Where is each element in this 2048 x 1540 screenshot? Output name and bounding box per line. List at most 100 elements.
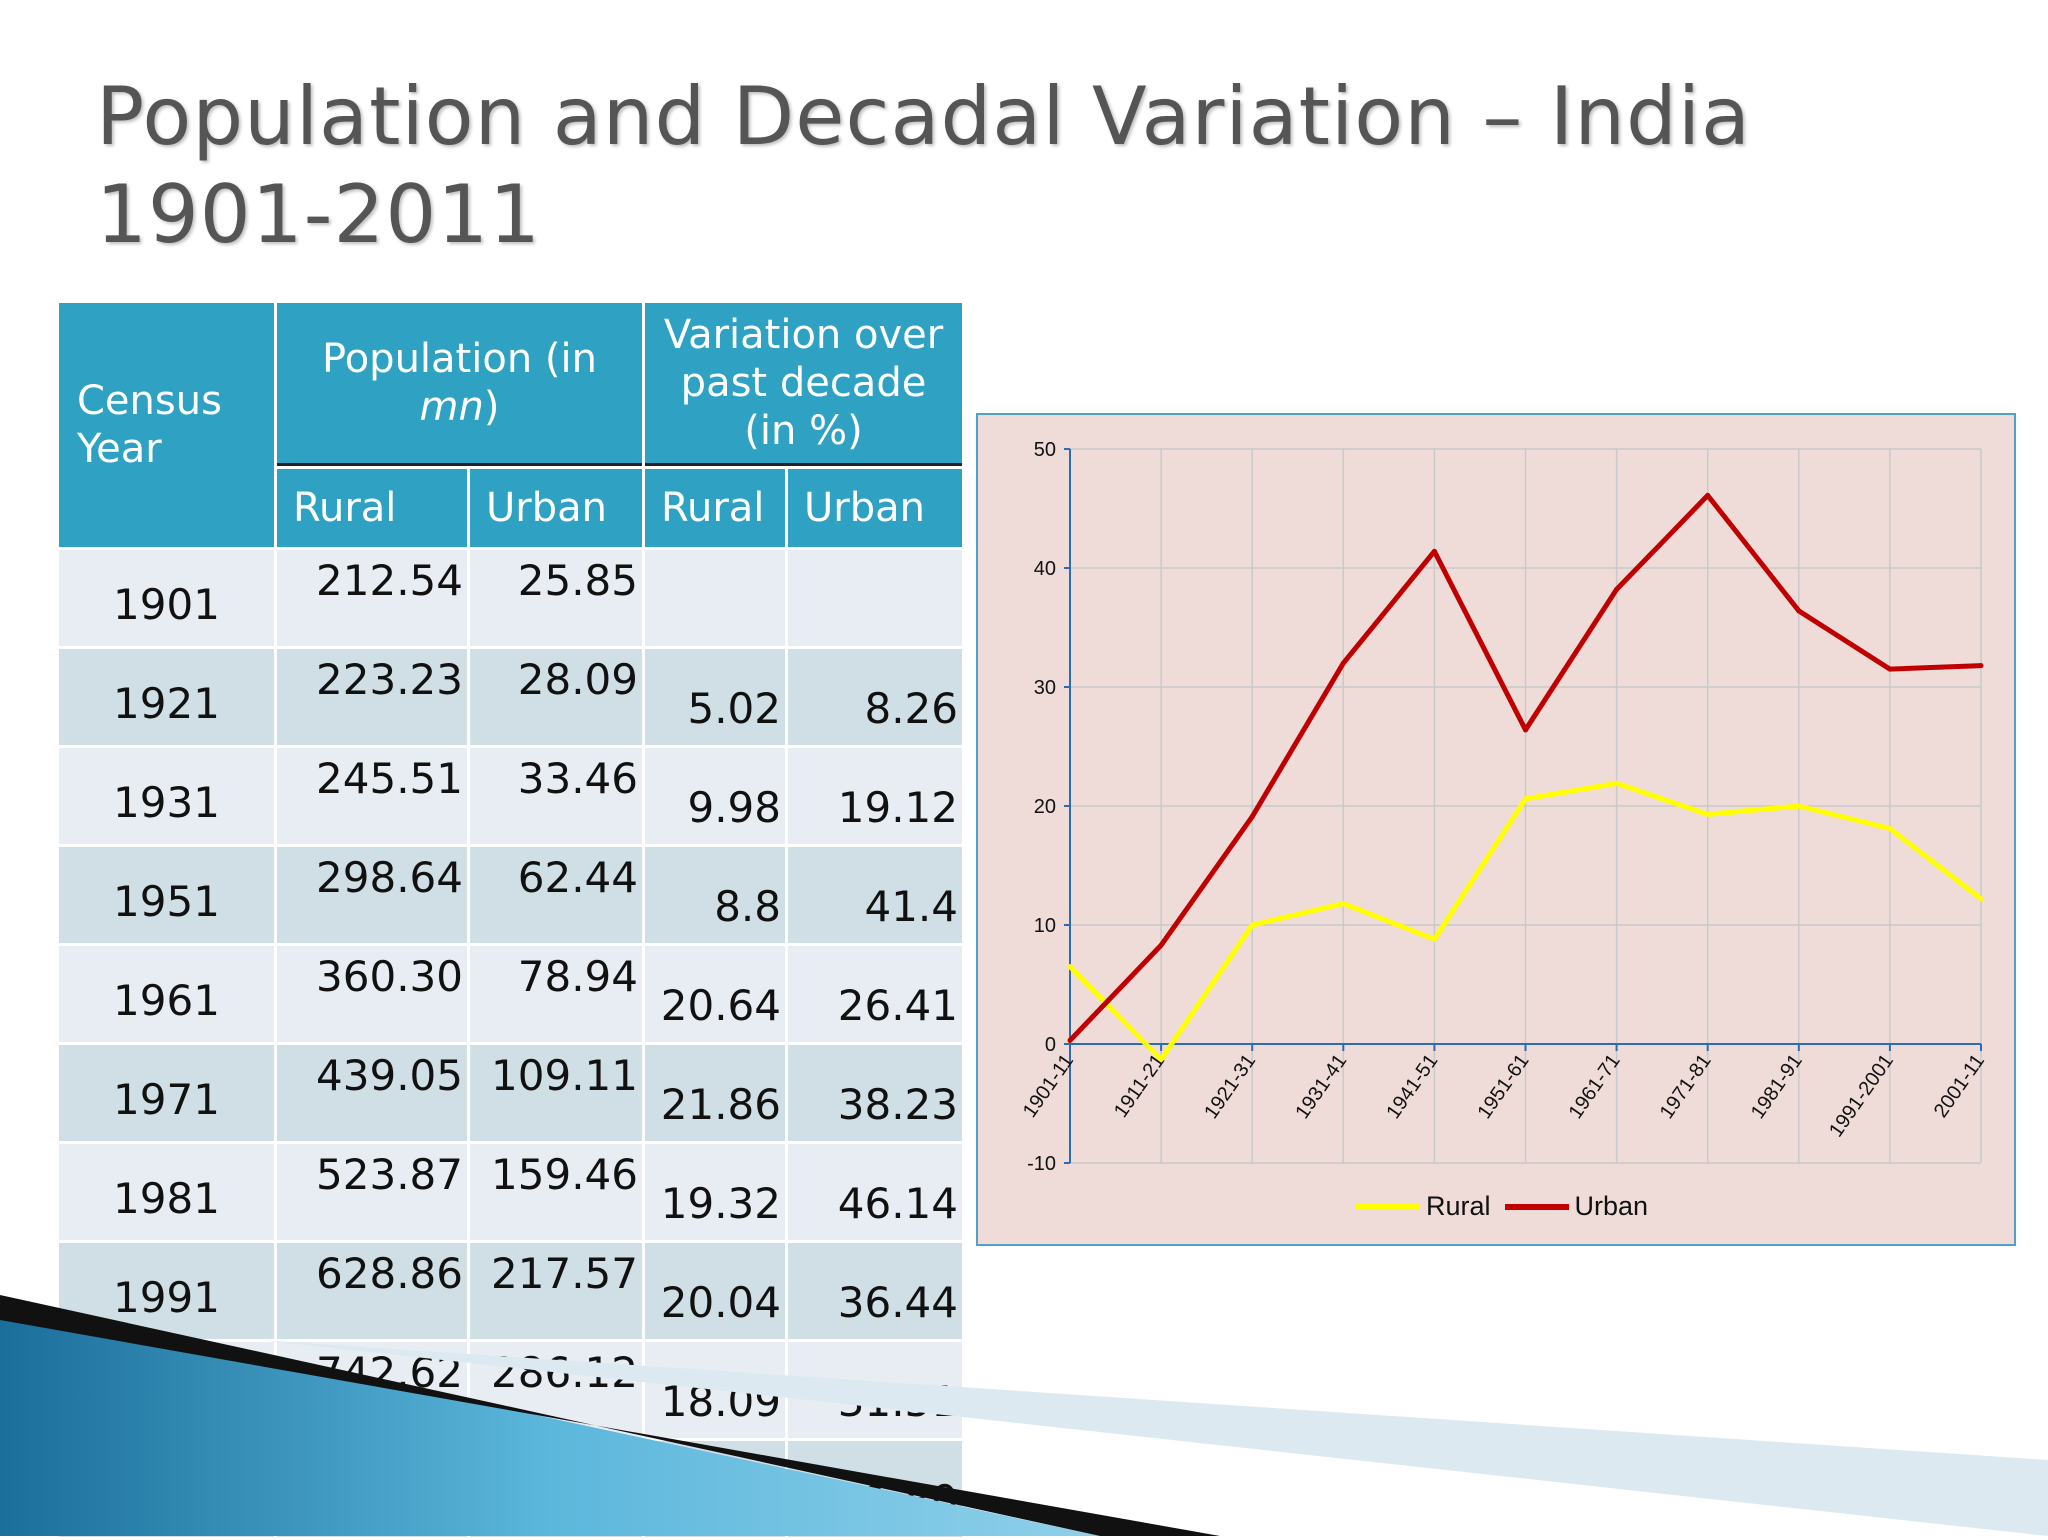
data-point-rural	[1249, 922, 1255, 928]
cell-rural-population: 360.30	[277, 946, 467, 1042]
header-population-close: )	[483, 384, 500, 430]
cell-rural-variation: 8.8	[645, 847, 785, 943]
data-point-rural	[1067, 964, 1073, 970]
data-point-urban	[1249, 814, 1255, 820]
legend-label-rural: Rural	[1426, 1191, 1491, 1221]
subheader-urban-variation: Urban	[788, 469, 962, 547]
table-row: 1971 439.05 109.11 21.86 38.23	[59, 1045, 962, 1141]
header-census-label: Census Year	[77, 378, 222, 472]
slide-decoration	[0, 1295, 2048, 1536]
data-point-urban	[1067, 1037, 1073, 1043]
data-point-urban	[1887, 666, 1893, 672]
header-population-label: Population (in	[322, 336, 597, 382]
data-point-rural	[1978, 896, 1984, 902]
variation-chart: -10 0 10 20 30 40 50 1901-11 1911-21 1921-31 1931-…	[976, 413, 2016, 1246]
data-point-rural	[1158, 1056, 1164, 1062]
cell-urban-variation: 19.12	[788, 748, 962, 844]
header-population: Population (in mn)	[277, 303, 642, 466]
y-tick-label: 20	[1034, 796, 1056, 818]
table-row: 1981 523.87 159.46 19.32 46.14	[59, 1144, 962, 1240]
legend-label-urban: Urban	[1574, 1191, 1649, 1221]
cell-urban-variation: 46.14	[788, 1144, 962, 1240]
cell-urban-variation: 41.4	[788, 847, 962, 943]
header-variation: Variation over past decade (in %)	[645, 303, 962, 466]
cell-urban-population: 25.85	[470, 550, 642, 646]
y-tick-label: 0	[1045, 1034, 1056, 1056]
y-tick-label: 40	[1034, 558, 1056, 580]
header-variation-line-1: Variation over	[663, 312, 944, 358]
cell-urban-population: 33.46	[470, 748, 642, 844]
table-row: 1931 245.51 33.46 9.98 19.12	[59, 748, 962, 844]
data-point-urban	[1340, 660, 1346, 666]
table-body: 1901 212.54 25.85 1921 223.23 28.09 5.02 8.26 19…	[59, 550, 962, 1537]
data-point-urban	[1705, 492, 1711, 498]
y-tick-label: -10	[1027, 1153, 1056, 1175]
cell-urban-variation: 8.26	[788, 649, 962, 745]
cell-rural-variation: 20.64	[645, 946, 785, 1042]
cell-rural-population: 298.64	[277, 847, 467, 943]
cell-year: 1971	[59, 1045, 274, 1141]
legend-swatch-rural	[1356, 1203, 1420, 1210]
header-census-year: Census Year	[59, 303, 274, 547]
cell-year: 1981	[59, 1144, 274, 1240]
census-table: Census Year Population (in mn) Variation…	[56, 300, 965, 1540]
data-point-rural	[1705, 811, 1711, 817]
cell-urban-population: 109.11	[470, 1045, 642, 1141]
cell-rural-population: 245.51	[277, 748, 467, 844]
data-point-urban	[1796, 608, 1802, 614]
cell-rural-population: 212.54	[277, 550, 467, 646]
cell-urban-variation: 36.44	[788, 1243, 962, 1339]
cell-rural-variation: 9.98	[645, 748, 785, 844]
legend-item-rural: Rural	[1356, 1191, 1491, 1222]
cell-urban-population: 62.44	[470, 847, 642, 943]
cell-urban-variation: 38.23	[788, 1045, 962, 1141]
y-tick-label: 50	[1034, 439, 1056, 461]
decoration-light-wedge	[260, 1340, 2048, 1536]
data-point-urban	[1158, 942, 1164, 948]
cell-rural-population: 223.23	[277, 649, 467, 745]
cell-rural-variation: 19.32	[645, 1144, 785, 1240]
header-variation-line-2: past decade	[680, 360, 927, 406]
cell-urban-population: 217.57	[470, 1243, 642, 1339]
subheader-rural-population: Rural	[277, 469, 467, 547]
subheader-rural-variation: Rural	[645, 469, 785, 547]
legend-item-urban: Urban	[1504, 1191, 1649, 1222]
data-point-urban	[1978, 663, 1984, 669]
cell-urban-population: 28.09	[470, 649, 642, 745]
cell-rural-variation: 21.86	[645, 1045, 785, 1141]
data-point-rural	[1523, 796, 1528, 802]
cell-year: 1901	[59, 550, 274, 646]
cell-rural-variation: 5.02	[645, 649, 785, 745]
cell-rural-variation	[645, 550, 785, 646]
data-point-rural	[1887, 826, 1893, 832]
data-point-rural	[1431, 936, 1437, 942]
title-line-1: Population and Decadal Variation – India	[96, 70, 1752, 163]
title-line-2: 1901-2011	[96, 168, 542, 261]
data-point-rural	[1796, 803, 1802, 809]
data-point-rural	[1614, 780, 1620, 786]
y-tick-label: 30	[1034, 677, 1056, 699]
table-row: 1921 223.23 28.09 5.02 8.26	[59, 649, 962, 745]
cell-rural-population: 439.05	[277, 1045, 467, 1141]
table-row: 1961 360.30 78.94 20.64 26.41	[59, 946, 962, 1042]
cell-rural-population: 523.87	[277, 1144, 467, 1240]
cell-year: 1921	[59, 649, 274, 745]
header-variation-line-3: (in %)	[744, 408, 863, 454]
cell-rural-population: 628.86	[277, 1243, 467, 1339]
slide-title: Population and Decadal Variation – India…	[96, 68, 1896, 264]
cell-year: 1951	[59, 847, 274, 943]
header-population-unit: mn	[419, 384, 484, 430]
table-row: 1951 298.64 62.44 8.8 41.4	[59, 847, 962, 943]
cell-urban-population: 78.94	[470, 946, 642, 1042]
cell-year: 1961	[59, 946, 274, 1042]
data-point-urban	[1431, 548, 1437, 554]
cell-rural-variation: 20.04	[645, 1243, 785, 1339]
subheader-urban-population: Urban	[470, 469, 642, 547]
cell-urban-variation: 26.41	[788, 946, 962, 1042]
data-point-urban	[1523, 727, 1528, 733]
cell-year: 1931	[59, 748, 274, 844]
table-row: 1991 628.86 217.57 20.04 36.44	[59, 1243, 962, 1339]
y-tick-label: 10	[1034, 915, 1056, 937]
table-row: 1901 212.54 25.85	[59, 550, 962, 646]
